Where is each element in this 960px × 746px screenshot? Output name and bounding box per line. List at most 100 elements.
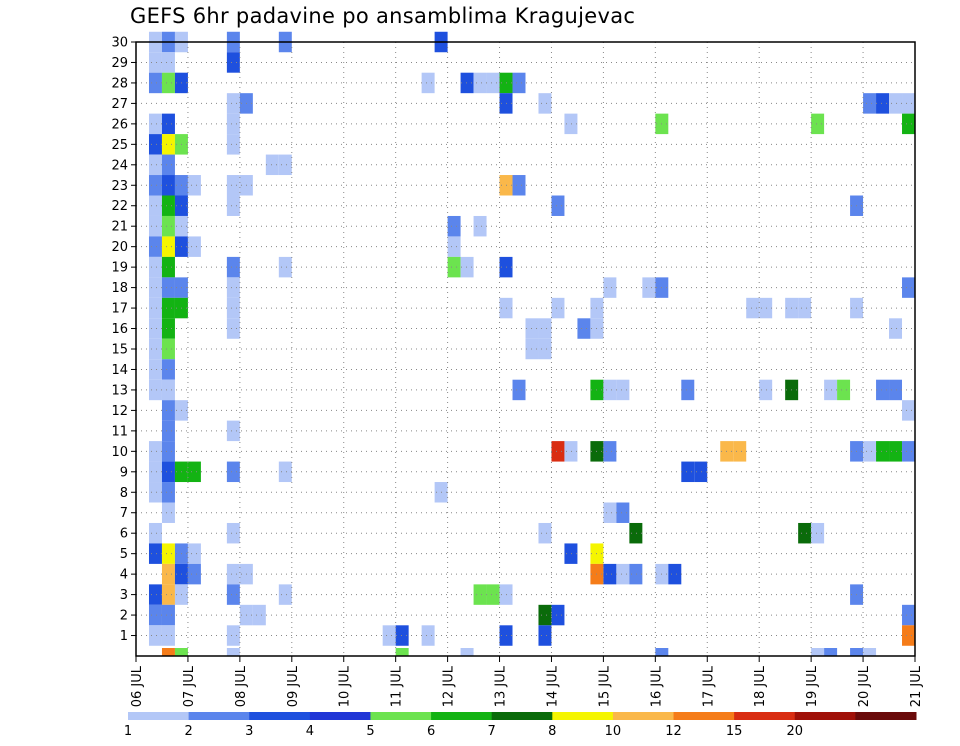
heatmap-cell xyxy=(187,563,201,585)
heatmap-cell xyxy=(161,318,175,339)
legend-swatch xyxy=(855,712,917,720)
heatmap-cell xyxy=(148,625,162,646)
x-tick-label: 07 JUL xyxy=(182,665,197,707)
heatmap-cell xyxy=(148,379,162,401)
heatmap-cell xyxy=(161,563,175,585)
heatmap-cell xyxy=(161,441,175,462)
heatmap-cell xyxy=(889,379,903,401)
heatmap-cell xyxy=(564,441,578,462)
legend-swatch xyxy=(431,712,493,720)
heatmap-cell xyxy=(187,461,201,483)
heatmap-cell xyxy=(746,297,760,319)
heatmap-cell xyxy=(447,236,461,257)
heatmap-cell xyxy=(148,461,162,483)
heatmap-cell xyxy=(863,93,877,114)
heatmap-cell xyxy=(486,72,500,94)
y-tick-label: 24 xyxy=(111,158,128,173)
heatmap-cell xyxy=(395,648,409,656)
y-tick-label: 8 xyxy=(120,486,128,501)
heatmap-cell xyxy=(161,236,175,257)
heatmap-cell xyxy=(161,604,175,626)
heatmap-cell xyxy=(733,441,747,462)
heatmap-cell xyxy=(174,648,188,656)
y-tick-label: 14 xyxy=(111,363,128,378)
heatmap-cell xyxy=(642,277,656,298)
y-tick-label: 21 xyxy=(111,220,128,235)
heatmap-cell xyxy=(226,584,240,605)
y-tick-label: 29 xyxy=(111,56,128,71)
heatmap-cell xyxy=(226,318,240,339)
heatmap-cell xyxy=(616,502,630,523)
heatmap-cell xyxy=(148,195,162,216)
heatmap-cell xyxy=(681,461,695,483)
y-tick-label: 11 xyxy=(111,424,128,439)
legend-swatch xyxy=(370,712,432,720)
legend-swatch xyxy=(249,712,311,720)
x-tick-label: 19 JUL xyxy=(805,665,820,707)
heatmap-cell xyxy=(629,563,643,585)
heatmap-cell xyxy=(161,400,175,421)
heatmap-cell xyxy=(148,359,162,380)
legend-label: 1 xyxy=(124,724,132,739)
y-tick-label: 4 xyxy=(120,568,128,583)
x-tick-label: 14 JUL xyxy=(545,665,560,707)
y-tick-label: 28 xyxy=(111,76,128,91)
heatmap-cell xyxy=(824,648,838,656)
legend-swatch xyxy=(794,712,856,720)
heatmap-cell xyxy=(161,277,175,298)
chart-title: GEFS 6hr padavine po ansamblima Kragujev… xyxy=(130,4,636,28)
legend-label: 4 xyxy=(306,724,314,739)
heatmap-cell xyxy=(161,113,175,135)
y-tick-label: 6 xyxy=(120,527,128,542)
heatmap-cell xyxy=(538,318,552,339)
heatmap-cell xyxy=(512,72,526,94)
legend-swatch xyxy=(491,712,553,720)
heatmap-cell xyxy=(382,625,396,646)
heatmap-cell xyxy=(902,625,915,646)
heatmap-cell xyxy=(798,297,812,319)
heatmap-cell xyxy=(161,461,175,483)
y-tick-label: 12 xyxy=(111,404,128,419)
heatmap-cell xyxy=(148,482,162,503)
x-tick-label: 15 JUL xyxy=(597,665,612,707)
heatmap-cell xyxy=(551,297,565,319)
heatmap-cell xyxy=(551,195,565,216)
heatmap-cell xyxy=(603,277,617,298)
heatmap-cell xyxy=(226,113,240,135)
x-tick-label: 13 JUL xyxy=(494,665,509,707)
heatmap-cell xyxy=(148,543,162,564)
x-tick-label: 06 JUL xyxy=(130,665,145,707)
x-tick-label: 10 JUL xyxy=(338,665,353,707)
heatmap-cell xyxy=(278,154,292,176)
heatmap-cell xyxy=(473,584,487,605)
heatmap-cell xyxy=(421,625,435,646)
heatmap-cell xyxy=(538,522,552,544)
heatmap-cell xyxy=(148,277,162,298)
y-tick-label: 30 xyxy=(111,36,128,51)
heatmap-cell xyxy=(603,502,617,523)
legend-label: 8 xyxy=(548,724,556,739)
y-tick-label: 15 xyxy=(111,343,128,358)
heatmap-cell xyxy=(148,338,162,360)
heatmap-cell xyxy=(798,522,812,544)
y-tick-label: 23 xyxy=(111,179,128,194)
heatmap-cell xyxy=(603,379,617,401)
heatmap-cell xyxy=(187,236,201,257)
heatmap-cell xyxy=(226,277,240,298)
heatmap-cell xyxy=(616,379,630,401)
y-tick-label: 16 xyxy=(111,322,128,337)
y-tick-label: 27 xyxy=(111,97,128,112)
heatmap-cell xyxy=(148,297,162,319)
heatmap-cell xyxy=(668,563,682,585)
heatmap-cell xyxy=(148,154,162,176)
legend-swatch xyxy=(673,712,735,720)
heatmap-cell xyxy=(512,175,526,196)
heatmap-cell xyxy=(278,584,292,605)
x-tick-label: 16 JUL xyxy=(649,665,664,707)
y-tick-label: 1 xyxy=(120,629,128,644)
ticks-layer: 1234567891011121314151617181920212223242… xyxy=(111,36,924,708)
heatmap-cell xyxy=(564,543,578,564)
heatmap-cell xyxy=(863,648,877,656)
